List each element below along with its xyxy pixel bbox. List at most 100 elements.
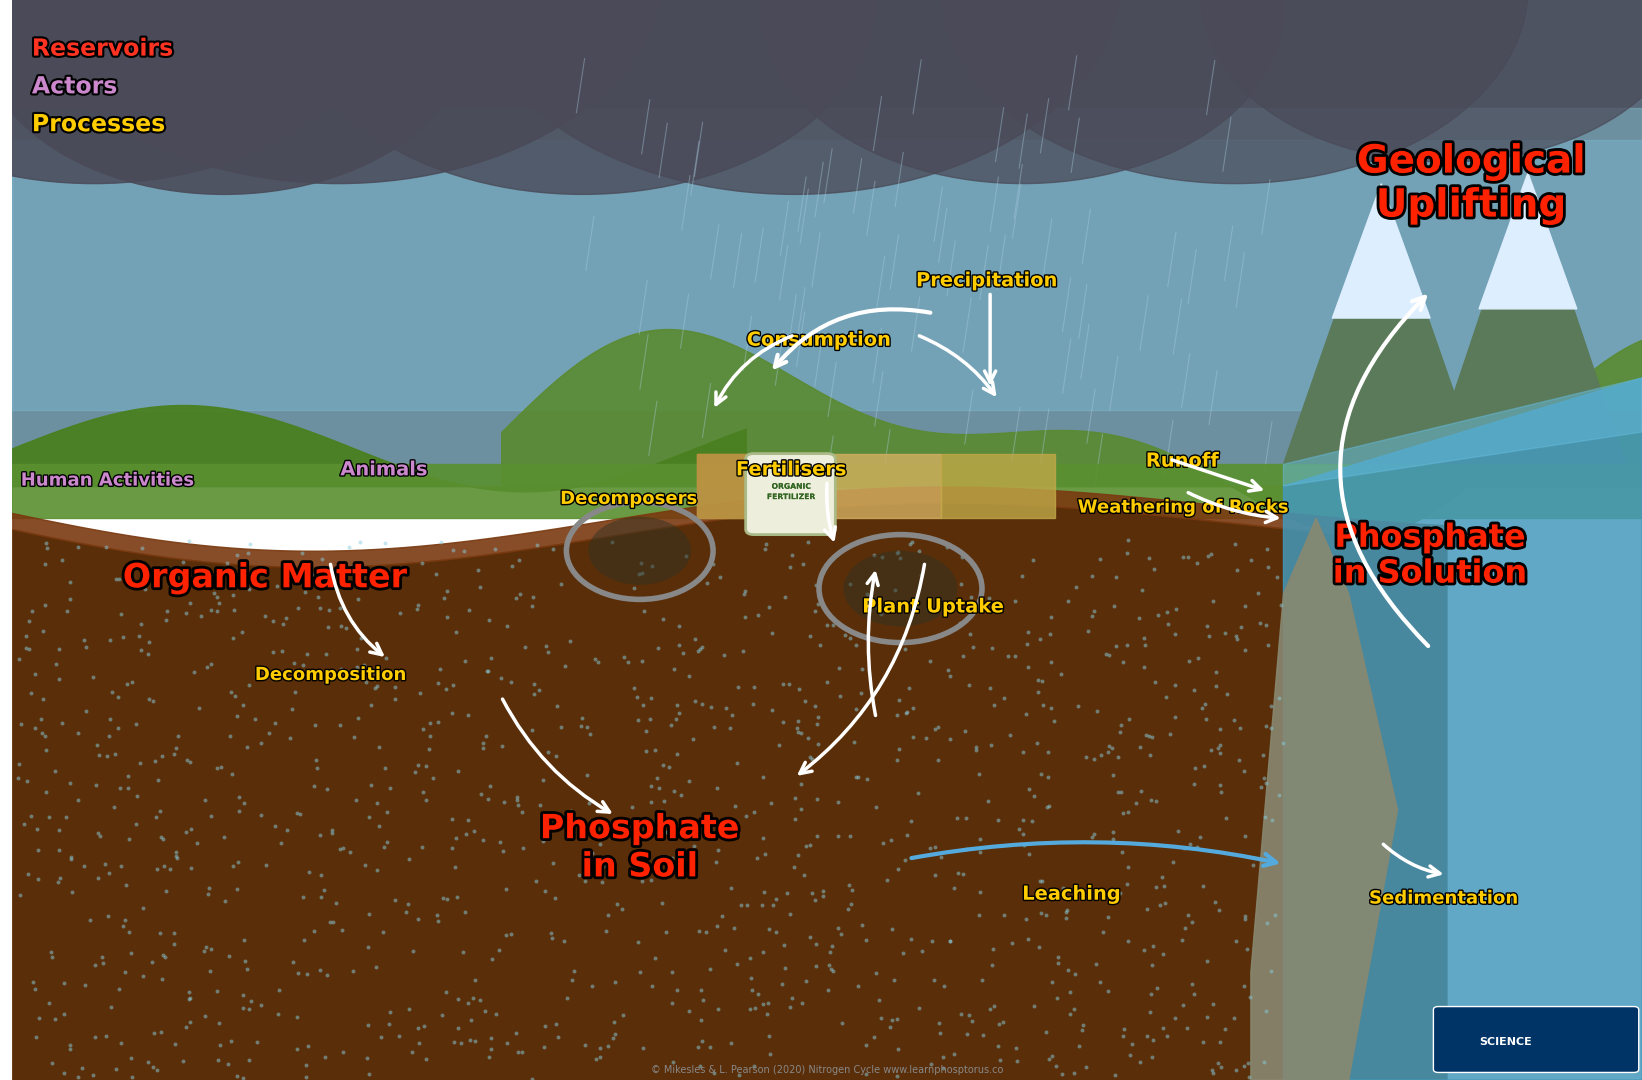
Circle shape [0, 0, 468, 194]
Point [832, 626, 859, 644]
Point [33, 742, 59, 759]
Point [1108, 843, 1135, 861]
Point [26, 1010, 53, 1027]
Point [816, 957, 842, 974]
Point [281, 683, 307, 700]
Point [151, 562, 177, 579]
Point [337, 843, 363, 861]
Point [343, 659, 369, 676]
Point [36, 808, 62, 825]
Text: Reservoirs: Reservoirs [31, 37, 174, 60]
Point [665, 636, 691, 653]
Point [87, 827, 113, 845]
Point [1223, 932, 1250, 949]
Point [1171, 839, 1197, 856]
Point [442, 1032, 468, 1050]
Point [882, 971, 908, 988]
Point [1207, 720, 1233, 738]
Point [161, 935, 187, 953]
Point [788, 995, 814, 1012]
Point [1194, 1008, 1220, 1025]
Point [1072, 748, 1098, 766]
Point [279, 701, 305, 718]
Point [839, 881, 865, 899]
Point [1082, 955, 1108, 972]
Point [102, 798, 128, 815]
Point [236, 536, 263, 553]
Point [1235, 1055, 1261, 1072]
Point [1026, 937, 1053, 955]
Point [304, 759, 330, 777]
Point [616, 653, 642, 671]
Point [980, 997, 1007, 1014]
Point [686, 1057, 713, 1075]
Point [793, 972, 819, 989]
Point [737, 970, 764, 987]
Point [915, 600, 941, 618]
Point [744, 849, 770, 866]
Text: Animals: Animals [340, 460, 427, 480]
Point [1184, 839, 1210, 856]
Point [732, 582, 759, 599]
Point [522, 873, 548, 890]
Point [429, 534, 455, 551]
Point [248, 996, 274, 1013]
Point [118, 944, 144, 961]
Point [985, 811, 1011, 828]
Point [667, 618, 693, 635]
Point [1028, 904, 1054, 921]
Bar [13, 0, 1642, 486]
Circle shape [762, 0, 1284, 184]
Point [878, 1011, 905, 1028]
Point [821, 617, 847, 634]
Point [1043, 1057, 1069, 1075]
Point [1177, 835, 1204, 852]
Point [51, 1065, 77, 1080]
Point [128, 642, 154, 659]
Point [456, 602, 483, 619]
Point [539, 929, 565, 946]
Point [84, 737, 110, 754]
Point [906, 1000, 933, 1017]
Point [798, 928, 824, 945]
Point [337, 539, 363, 556]
Point [677, 772, 703, 789]
Point [796, 748, 823, 766]
Point [698, 1039, 724, 1056]
Point [72, 976, 99, 994]
Point [463, 971, 489, 988]
Point [658, 995, 685, 1012]
Point [783, 719, 810, 737]
Point [25, 821, 51, 838]
Point [46, 841, 72, 859]
Point [312, 646, 338, 663]
Point [1174, 548, 1200, 565]
Point [1140, 1049, 1166, 1066]
Point [346, 534, 373, 551]
Point [18, 685, 44, 702]
Point [269, 643, 296, 660]
Point [220, 586, 246, 604]
Point [952, 723, 979, 740]
Point [658, 849, 685, 866]
Point [1130, 630, 1156, 647]
Point [854, 1036, 880, 1053]
Point [750, 943, 777, 960]
Point [1107, 885, 1133, 902]
Point [844, 769, 870, 786]
Point [997, 727, 1023, 744]
Point [1172, 919, 1199, 936]
Point [1008, 567, 1034, 584]
Point [169, 553, 195, 570]
Point [1064, 698, 1090, 715]
Point [281, 664, 307, 681]
Point [1117, 711, 1143, 728]
Text: Actors: Actors [31, 75, 117, 98]
Point [1161, 625, 1187, 643]
Point [123, 815, 149, 833]
Point [453, 825, 479, 842]
Point [448, 1035, 475, 1052]
Point [433, 891, 460, 908]
Point [94, 747, 120, 765]
Point [1125, 609, 1151, 626]
